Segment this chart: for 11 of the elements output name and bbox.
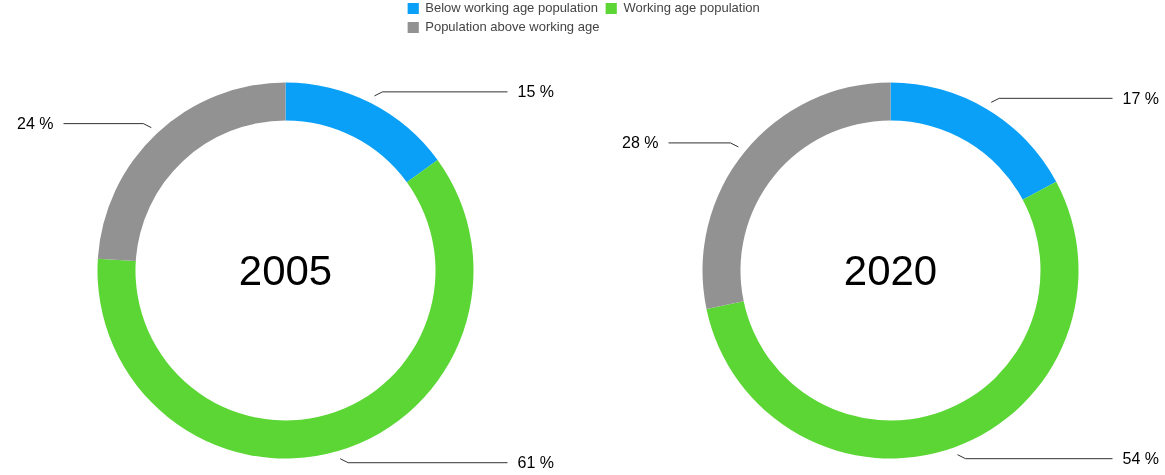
data-label: 15 % <box>517 83 554 101</box>
text: 2020 <box>843 247 938 294</box>
data-label: 17 % <box>1122 89 1159 107</box>
legend-label: Population above working age <box>425 19 600 34</box>
data-label: 28 % <box>622 134 659 152</box>
data-label: 54 % <box>1122 450 1159 468</box>
legend-label: Below working age population <box>425 0 598 15</box>
data-label: 24 % <box>17 115 54 133</box>
data-label: 61 % <box>517 454 554 472</box>
legend-label: Working age population <box>623 0 760 15</box>
text: 2005 <box>238 247 333 294</box>
